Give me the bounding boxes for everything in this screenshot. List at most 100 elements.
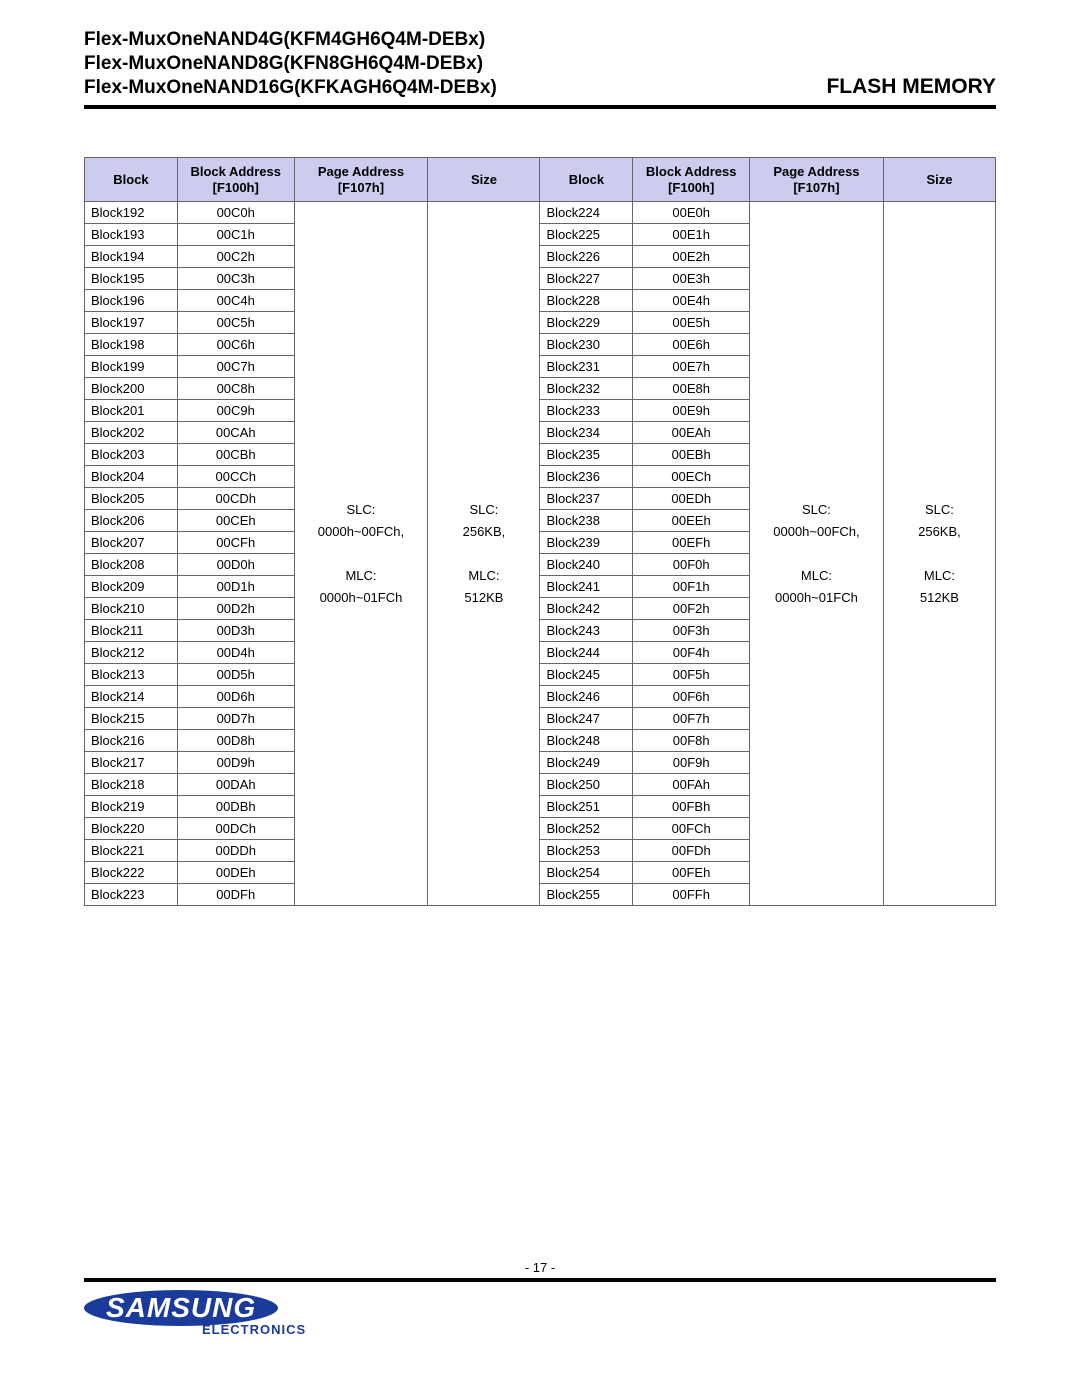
block-address-cell: 00D0h	[177, 554, 294, 576]
block-cell: Block226	[540, 246, 633, 268]
block-cell: Block253	[540, 840, 633, 862]
block-cell: Block192	[85, 202, 178, 224]
block-address-cell: 00D6h	[177, 686, 294, 708]
block-cell: Block232	[540, 378, 633, 400]
header-right: FLASH MEMORY	[826, 75, 996, 99]
block-address-cell: 00E6h	[633, 334, 750, 356]
block-address-cell: 00D4h	[177, 642, 294, 664]
block-cell: Block248	[540, 730, 633, 752]
block-cell: Block219	[85, 796, 178, 818]
block-cell: Block220	[85, 818, 178, 840]
col-block-r: Block	[540, 158, 633, 202]
block-cell: Block196	[85, 290, 178, 312]
col-pageaddr-l: Page Address[F107h]	[294, 158, 428, 202]
memory-table: Block Block Address[F100h] Page Address[…	[84, 157, 996, 906]
block-cell: Block223	[85, 884, 178, 906]
logo-subtext: ELECTRONICS	[202, 1322, 996, 1337]
title-line-1: Flex-MuxOneNAND4G(KFM4GH6Q4M-DEBx)	[84, 28, 497, 52]
block-cell: Block243	[540, 620, 633, 642]
block-address-cell: 00F3h	[633, 620, 750, 642]
block-address-cell: 00EFh	[633, 532, 750, 554]
logo: SAMSUNG	[84, 1290, 996, 1326]
block-address-cell: 00EBh	[633, 444, 750, 466]
col-size-r: Size	[883, 158, 995, 202]
block-address-cell: 00E4h	[633, 290, 750, 312]
block-cell: Block249	[540, 752, 633, 774]
block-address-cell: 00FBh	[633, 796, 750, 818]
block-cell: Block247	[540, 708, 633, 730]
block-address-cell: 00F5h	[633, 664, 750, 686]
block-address-cell: 00DDh	[177, 840, 294, 862]
block-address-cell: 00C7h	[177, 356, 294, 378]
title-line-2: Flex-MuxOneNAND8G(KFN8GH6Q4M-DEBx)	[84, 52, 497, 76]
col-pageaddr-r: Page Address[F107h]	[749, 158, 883, 202]
block-cell: Block211	[85, 620, 178, 642]
block-address-cell: 00D5h	[177, 664, 294, 686]
table-row: Block19200C0hSLC:0000h~00FCh, MLC:0000h~…	[85, 202, 996, 224]
col-blockaddr-l: Block Address[F100h]	[177, 158, 294, 202]
block-cell: Block224	[540, 202, 633, 224]
block-address-cell: 00CBh	[177, 444, 294, 466]
block-cell: Block254	[540, 862, 633, 884]
block-address-cell: 00ECh	[633, 466, 750, 488]
block-cell: Block213	[85, 664, 178, 686]
block-address-cell: 00E2h	[633, 246, 750, 268]
block-cell: Block200	[85, 378, 178, 400]
block-address-cell: 00E5h	[633, 312, 750, 334]
block-cell: Block218	[85, 774, 178, 796]
size-right: SLC:256KB, MLC:512KB	[883, 202, 995, 906]
block-cell: Block203	[85, 444, 178, 466]
block-address-cell: 00DAh	[177, 774, 294, 796]
block-cell: Block250	[540, 774, 633, 796]
block-cell: Block222	[85, 862, 178, 884]
block-address-cell: 00EDh	[633, 488, 750, 510]
block-cell: Block205	[85, 488, 178, 510]
block-cell: Block212	[85, 642, 178, 664]
block-cell: Block216	[85, 730, 178, 752]
block-cell: Block237	[540, 488, 633, 510]
page-footer: - 17 - SAMSUNG ELECTRONICS	[84, 1278, 996, 1337]
block-cell: Block234	[540, 422, 633, 444]
block-address-cell: 00E8h	[633, 378, 750, 400]
block-cell: Block235	[540, 444, 633, 466]
block-address-cell: 00E7h	[633, 356, 750, 378]
block-address-cell: 00C4h	[177, 290, 294, 312]
block-address-cell: 00D7h	[177, 708, 294, 730]
block-address-cell: 00FDh	[633, 840, 750, 862]
block-address-cell: 00E3h	[633, 268, 750, 290]
block-address-cell: 00C3h	[177, 268, 294, 290]
block-cell: Block251	[540, 796, 633, 818]
block-address-cell: 00FAh	[633, 774, 750, 796]
block-cell: Block214	[85, 686, 178, 708]
block-cell: Block241	[540, 576, 633, 598]
block-address-cell: 00D2h	[177, 598, 294, 620]
block-cell: Block236	[540, 466, 633, 488]
block-cell: Block198	[85, 334, 178, 356]
page-header: Flex-MuxOneNAND4G(KFM4GH6Q4M-DEBx) Flex-…	[84, 28, 996, 109]
block-cell: Block229	[540, 312, 633, 334]
block-cell: Block252	[540, 818, 633, 840]
block-cell: Block195	[85, 268, 178, 290]
block-address-cell: 00F8h	[633, 730, 750, 752]
block-address-cell: 00F0h	[633, 554, 750, 576]
block-address-cell: 00EEh	[633, 510, 750, 532]
block-address-cell: 00C6h	[177, 334, 294, 356]
block-cell: Block207	[85, 532, 178, 554]
page-address-right: SLC:0000h~00FCh, MLC:0000h~01FCh	[749, 202, 883, 906]
page-address-left: SLC:0000h~00FCh, MLC:0000h~01FCh	[294, 202, 428, 906]
block-cell: Block221	[85, 840, 178, 862]
block-cell: Block246	[540, 686, 633, 708]
title-line-3: Flex-MuxOneNAND16G(KFKAGH6Q4M-DEBx)	[84, 76, 497, 100]
block-address-cell: 00D1h	[177, 576, 294, 598]
block-cell: Block201	[85, 400, 178, 422]
col-size-l: Size	[428, 158, 540, 202]
block-cell: Block242	[540, 598, 633, 620]
block-address-cell: 00DEh	[177, 862, 294, 884]
block-cell: Block225	[540, 224, 633, 246]
block-cell: Block228	[540, 290, 633, 312]
block-cell: Block233	[540, 400, 633, 422]
table-header-row: Block Block Address[F100h] Page Address[…	[85, 158, 996, 202]
block-cell: Block227	[540, 268, 633, 290]
block-cell: Block208	[85, 554, 178, 576]
block-address-cell: 00D3h	[177, 620, 294, 642]
